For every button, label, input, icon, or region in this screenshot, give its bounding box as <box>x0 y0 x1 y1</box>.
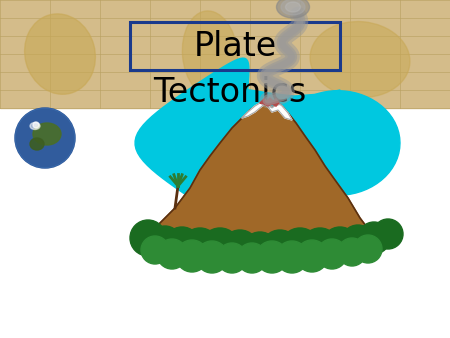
Circle shape <box>296 240 328 272</box>
Ellipse shape <box>285 2 301 12</box>
Circle shape <box>181 228 219 266</box>
Circle shape <box>15 108 75 168</box>
Ellipse shape <box>281 0 305 15</box>
Circle shape <box>242 232 278 268</box>
Circle shape <box>354 235 382 263</box>
Polygon shape <box>260 98 279 106</box>
Circle shape <box>15 108 75 168</box>
Circle shape <box>196 241 228 273</box>
Text: Plate: Plate <box>194 29 277 63</box>
Text: Tectonics: Tectonics <box>153 76 306 109</box>
Bar <box>0 0 450 108</box>
Ellipse shape <box>30 138 44 150</box>
Circle shape <box>341 225 375 259</box>
Circle shape <box>221 230 259 268</box>
Circle shape <box>149 226 181 258</box>
Ellipse shape <box>25 14 95 94</box>
Circle shape <box>200 228 240 268</box>
Circle shape <box>338 238 366 266</box>
Polygon shape <box>135 58 249 228</box>
Circle shape <box>261 230 299 268</box>
Circle shape <box>157 239 187 269</box>
Circle shape <box>358 222 390 254</box>
Circle shape <box>276 241 308 273</box>
Polygon shape <box>242 100 292 120</box>
Ellipse shape <box>33 123 61 145</box>
Circle shape <box>301 228 339 266</box>
Bar <box>130 22 340 70</box>
Polygon shape <box>215 88 345 180</box>
Circle shape <box>256 241 288 273</box>
Ellipse shape <box>310 22 410 97</box>
Ellipse shape <box>276 0 310 18</box>
Circle shape <box>217 243 247 273</box>
Circle shape <box>373 219 403 249</box>
Circle shape <box>33 122 39 128</box>
Circle shape <box>317 239 347 269</box>
Circle shape <box>164 227 200 263</box>
Circle shape <box>322 227 358 263</box>
Circle shape <box>280 228 320 268</box>
Ellipse shape <box>182 11 238 97</box>
Circle shape <box>237 243 267 273</box>
Circle shape <box>130 220 166 256</box>
Polygon shape <box>145 100 380 240</box>
Ellipse shape <box>30 122 40 129</box>
Circle shape <box>176 240 208 272</box>
Polygon shape <box>280 91 400 195</box>
Circle shape <box>141 236 169 264</box>
